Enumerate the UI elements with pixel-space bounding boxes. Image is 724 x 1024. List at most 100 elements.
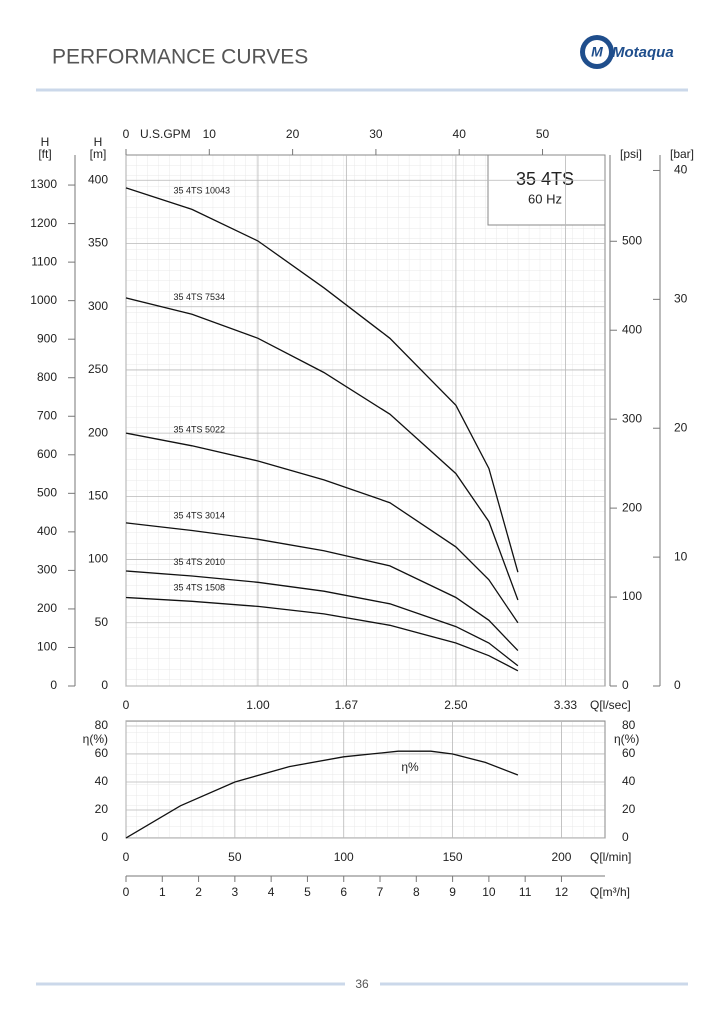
y2-axis-label: [ft]: [38, 147, 51, 161]
y2-tick-label: 1100: [31, 254, 57, 268]
y2-tick-label: 400: [37, 524, 57, 538]
y-axis-label: H: [94, 135, 103, 149]
curve-label: 35 4TS 3014: [174, 511, 226, 521]
eff-plot-frame: [125, 720, 606, 839]
y-tick-label: 20: [95, 802, 109, 816]
model-box: [487, 154, 606, 226]
y3-tick-label: 400: [622, 322, 642, 336]
main-plot-frame: [125, 154, 606, 687]
x2-tick-label: 30: [369, 127, 383, 141]
x2-tick-label: 20: [286, 127, 300, 141]
x2-tick-label: 6: [340, 885, 347, 899]
y-tick-label: 40: [95, 774, 109, 788]
y4-axis-label: [bar]: [670, 147, 694, 161]
y-tick-label: 0: [101, 830, 108, 844]
y-tick-label: 300: [88, 299, 108, 313]
x2-tick-label: 12: [555, 885, 569, 899]
logo-text: Motaqua: [612, 44, 674, 61]
curve: [125, 596, 519, 672]
y-axis-label-right: η(%): [614, 732, 639, 746]
x-tick-label: 2.50: [444, 698, 468, 712]
y-tick-label-right: 40: [622, 774, 636, 788]
y-tick-label-right: 80: [622, 718, 636, 732]
y3-tick-label: 0: [622, 678, 629, 692]
y-tick-label-right: 60: [622, 746, 636, 760]
curve-label: η%: [401, 760, 419, 774]
y3-tick-label: 200: [622, 500, 642, 514]
y2-tick-label: 1200: [30, 216, 57, 230]
curve-label: 35 4TS 5022: [174, 425, 226, 435]
y-tick-label-right: 0: [622, 830, 629, 844]
x2-tick-label: 10: [203, 127, 217, 141]
y3-tick-label: 500: [622, 233, 642, 247]
x2-tick-label: 8: [413, 885, 420, 899]
x-tick-label: 3.33: [554, 698, 578, 712]
y-tick-label: 100: [88, 552, 108, 566]
x2-tick-label: 7: [377, 885, 384, 899]
y-tick-label: 80: [95, 718, 109, 732]
curve: [125, 297, 519, 601]
x2-tick-label: 11: [519, 885, 532, 899]
x-axis-label: Q[l/sec]: [590, 698, 631, 712]
curve-label: 35 4TS 7534: [174, 292, 226, 302]
y3-axis-label: [psi]: [620, 147, 642, 161]
frequency: 60 Hz: [528, 191, 562, 206]
x-tick-label: 1.67: [335, 698, 359, 712]
curve: [125, 522, 519, 652]
y2-axis-label: H: [41, 135, 50, 149]
x2-tick-label: 2: [195, 885, 202, 899]
y2-tick-label: 800: [37, 370, 57, 384]
y-tick-label: 50: [95, 615, 109, 629]
curve-label: 35 4TS 2010: [174, 557, 226, 567]
y-tick-label: 0: [101, 678, 108, 692]
y2-tick-label: 1000: [30, 293, 57, 307]
x-tick-label: 150: [443, 850, 463, 864]
x-tick-label: 200: [551, 850, 571, 864]
page-number: 36: [355, 977, 369, 991]
x-axis-label: Q[l/min]: [590, 850, 631, 864]
x2-tick-label: 40: [453, 127, 467, 141]
y4-tick-label: 10: [674, 549, 688, 563]
x2-tick-label: 0: [123, 127, 130, 141]
x-tick-label: 50: [228, 850, 242, 864]
page-title: PERFORMANCE CURVES: [52, 46, 308, 69]
y2-tick-label: 900: [37, 331, 57, 345]
x2-axis-label: U.S.GPM: [140, 127, 191, 141]
y-tick-label: 60: [95, 746, 109, 760]
curve-label: 35 4TS 1508: [174, 583, 226, 593]
y-tick-label: 400: [88, 172, 108, 186]
y2-tick-label: 600: [37, 447, 57, 461]
x2-axis-label: Q[m³/h]: [590, 885, 630, 899]
y2-tick-label: 500: [37, 486, 57, 500]
y2-tick-label: 300: [37, 563, 57, 577]
y-axis-label: [m]: [90, 147, 107, 161]
x2-tick-label: 0: [123, 885, 130, 899]
y3-tick-label: 100: [622, 589, 642, 603]
y-tick-label: 350: [88, 236, 108, 250]
x2-tick-label: 10: [482, 885, 496, 899]
y4-tick-label: 20: [674, 420, 688, 434]
model-name: 35 4TS: [516, 169, 574, 189]
x2-tick-label: 9: [449, 885, 456, 899]
curve: [125, 432, 519, 624]
x-tick-label: 0: [123, 698, 130, 712]
x2-tick-label: 5: [304, 885, 311, 899]
x-tick-label: 0: [123, 850, 130, 864]
y4-tick-label: 40: [674, 163, 688, 177]
y2-tick-label: 200: [37, 601, 57, 615]
y-tick-label: 250: [88, 362, 108, 376]
logo: M Motaqua: [580, 35, 674, 69]
x-tick-label: 1.00: [246, 698, 270, 712]
x2-tick-label: 4: [268, 885, 275, 899]
svg-text:M: M: [591, 44, 603, 60]
y-tick-label: 150: [88, 489, 108, 503]
y-tick-label-right: 20: [622, 802, 636, 816]
curve: [125, 187, 519, 573]
x2-tick-label: 3: [232, 885, 239, 899]
curve-label: 35 4TS 10043: [174, 186, 231, 196]
curve: [125, 570, 519, 667]
x2-tick-label: 50: [536, 127, 550, 141]
curve: [125, 750, 519, 839]
